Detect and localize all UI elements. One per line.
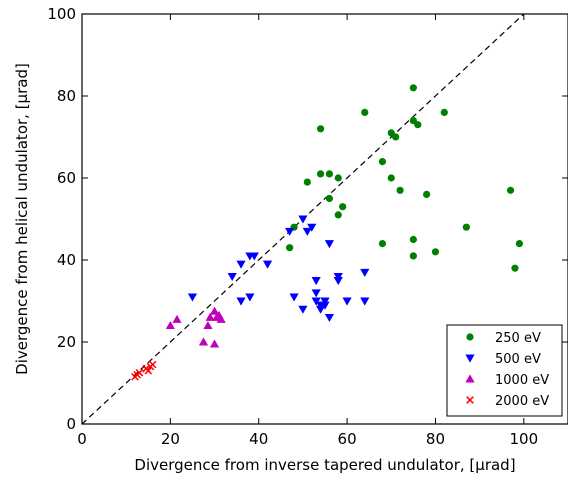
data-point — [307, 223, 317, 232]
legend-item: 500 eV — [465, 352, 541, 367]
y-axis-label: Divergence from helical undulator, [μrad… — [13, 63, 31, 375]
legend-marker — [466, 396, 474, 404]
data-point — [334, 174, 342, 182]
legend-marker — [465, 354, 475, 363]
data-point — [311, 297, 321, 306]
data-point — [378, 240, 387, 248]
legend-box — [446, 324, 563, 417]
data-point — [245, 293, 255, 302]
data-point — [462, 223, 470, 231]
data-point — [392, 133, 400, 141]
data-point — [311, 289, 321, 298]
data-point — [236, 297, 246, 306]
data-point — [324, 240, 335, 249]
data-point — [423, 190, 431, 198]
data-point — [320, 301, 330, 310]
data-point — [187, 293, 198, 302]
data-point — [172, 314, 182, 323]
legend-item: 1000 eV — [465, 373, 549, 388]
series-1 — [187, 215, 370, 322]
y-tick-label: 60 — [57, 169, 76, 187]
data-point — [316, 170, 325, 178]
series-3 — [131, 360, 157, 381]
data-point — [165, 321, 175, 330]
data-point — [203, 321, 213, 330]
data-point — [409, 84, 417, 92]
data-point — [324, 313, 335, 322]
data-point — [360, 297, 370, 306]
x-tick-label: 100 — [509, 430, 538, 448]
data-point — [316, 125, 325, 133]
legend-label: 1000 eV — [495, 373, 549, 388]
plot-frame — [81, 13, 568, 425]
y-tick-label: 80 — [57, 87, 76, 105]
series-2 — [165, 306, 226, 348]
axis-ticks: 0 20 40 60 80 100 0 20 40 60 80 100 — [47, 5, 568, 448]
data-point — [511, 264, 519, 272]
data-point — [333, 272, 343, 281]
data-point — [298, 305, 308, 314]
x-tick-label: 60 — [338, 430, 357, 448]
legend-item: 2000 eV — [466, 394, 549, 409]
data-point — [333, 277, 343, 286]
data-point — [198, 337, 209, 346]
series-0 — [286, 84, 524, 272]
data-point — [378, 158, 387, 166]
data-point — [135, 368, 144, 377]
data-point — [216, 314, 226, 323]
legend-label: 500 eV — [495, 352, 541, 367]
data-point — [209, 306, 220, 315]
data-point — [236, 260, 246, 269]
data-point — [325, 170, 334, 178]
data-point — [298, 215, 308, 224]
data-point — [285, 227, 295, 236]
data-point — [414, 121, 422, 129]
legend-item: 250 eV — [466, 331, 541, 346]
legend: 250 eV 500 eV 1000 eV 2000 eV — [446, 324, 563, 417]
data-point — [205, 312, 215, 321]
data-point — [320, 297, 330, 306]
data-point — [342, 297, 352, 306]
legend-label: 2000 eV — [495, 394, 549, 409]
x-tick-label: 80 — [426, 430, 445, 448]
data-point — [361, 108, 369, 116]
data-point — [440, 108, 448, 116]
data-point — [396, 186, 404, 194]
data-point — [506, 186, 515, 194]
x-tick-label: 20 — [161, 430, 180, 448]
data-point — [325, 194, 334, 203]
data-point — [360, 268, 370, 277]
data-point — [431, 248, 440, 256]
y-tick-label: 40 — [57, 251, 76, 269]
y-tick-label: 20 — [57, 333, 76, 351]
x-tick-label: 0 — [77, 430, 87, 448]
x-axis-label: Divergence from inverse tapered undulato… — [134, 456, 515, 474]
data-point — [387, 174, 395, 182]
data-point — [289, 293, 299, 302]
data-point — [339, 203, 347, 211]
legend-label: 250 eV — [495, 331, 541, 346]
data-point — [311, 277, 321, 286]
x-tick-label: 40 — [249, 430, 268, 448]
data-point — [148, 360, 157, 369]
data-point — [209, 339, 220, 348]
y-tick-label: 100 — [47, 5, 76, 23]
chart-marks — [82, 14, 525, 424]
data-point — [144, 366, 153, 375]
data-point — [249, 252, 259, 261]
legend-marker — [465, 374, 475, 383]
data-point — [262, 260, 273, 269]
data-point — [409, 252, 417, 260]
data-point — [409, 235, 417, 244]
data-point — [302, 227, 312, 236]
data-point — [303, 178, 311, 186]
y-tick-label: 0 — [66, 415, 76, 433]
data-point — [286, 244, 294, 252]
data-point — [315, 305, 326, 314]
data-point — [227, 272, 237, 281]
data-point — [334, 211, 342, 219]
data-point — [515, 240, 524, 248]
legend-marker — [466, 333, 474, 341]
